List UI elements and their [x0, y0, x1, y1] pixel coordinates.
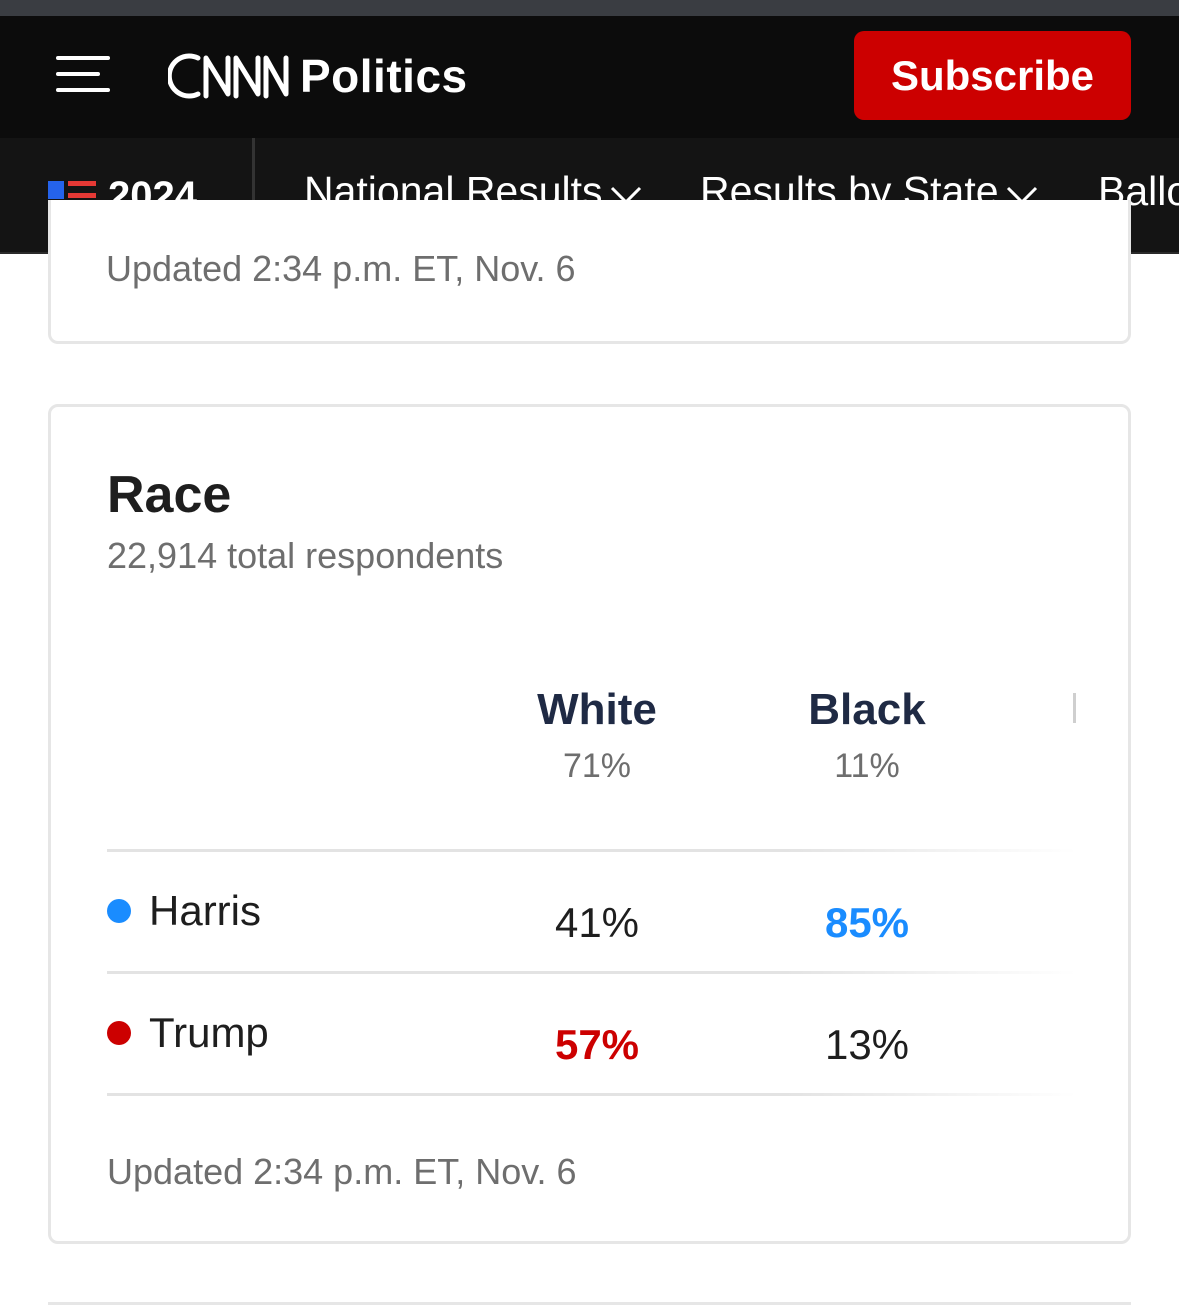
race-exit-poll-card: Race 22,914 total respondents White 71% … — [48, 404, 1131, 1244]
cnn-politics-logo[interactable]: Politics — [168, 46, 468, 106]
column-header-black: Black 11% — [737, 685, 997, 786]
brand-section-label: Politics — [300, 50, 468, 102]
trump-black-value: 13% — [824, 1021, 910, 1068]
table-divider — [107, 971, 1077, 974]
nav-divider — [252, 138, 255, 252]
table-divider — [107, 1093, 1077, 1096]
hamburger-icon[interactable] — [56, 52, 112, 96]
column-header-white: White 71% — [467, 685, 727, 786]
previous-card-updated-timestamp: Updated 2:34 p.m. ET, Nov. 6 — [106, 248, 576, 289]
harris-white-value: 41% — [554, 899, 640, 946]
subscribe-button[interactable]: Subscribe — [854, 31, 1131, 120]
next-exit-poll-card — [48, 1302, 1131, 1306]
respondents-count: 22,914 total respondents — [107, 535, 504, 576]
trump-white-value: 57% — [554, 1021, 640, 1068]
previous-exit-poll-card — [48, 200, 1131, 344]
candidate-name: Harris — [149, 887, 261, 934]
candidate-name: Trump — [149, 1009, 269, 1056]
trump-dot-icon — [107, 1021, 131, 1045]
harris-black-value: 85% — [824, 899, 910, 946]
next-column-edge — [1073, 693, 1076, 723]
table-divider — [107, 849, 1077, 852]
column-share: 71% — [562, 747, 632, 785]
site-header: Politics Subscribe — [0, 16, 1179, 138]
card-title: Race — [107, 466, 232, 524]
column-share: 11% — [834, 747, 900, 785]
browser-top-strip — [0, 0, 1179, 16]
table-row-trump-label: Trump — [107, 1009, 269, 1057]
column-name: White — [537, 685, 657, 734]
harris-dot-icon — [107, 899, 131, 923]
table-row-harris-label: Harris — [107, 887, 261, 935]
updated-timestamp: Updated 2:34 p.m. ET, Nov. 6 — [107, 1151, 577, 1192]
column-name: Black — [808, 685, 926, 734]
cnn-logo-icon — [168, 53, 289, 99]
